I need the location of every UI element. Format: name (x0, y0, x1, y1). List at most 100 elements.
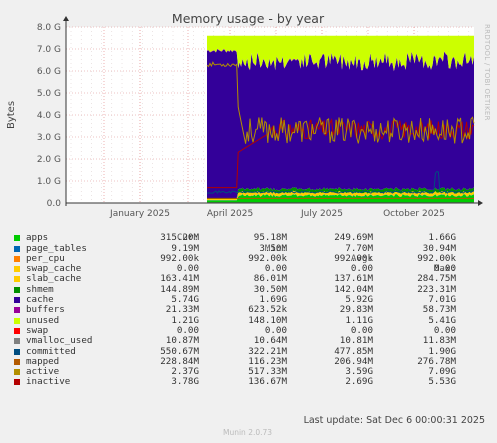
value-avg: 249.69M (334, 232, 373, 244)
legend-swatch (14, 348, 20, 355)
value-avg: 1.11G (345, 314, 373, 326)
chart-title: Memory usage - by year (172, 11, 325, 26)
value-avg: 29.83M (339, 304, 373, 316)
y-axis-arrow (63, 16, 69, 21)
line-committed (207, 171, 475, 194)
value-avg: 206.94M (334, 355, 373, 367)
value-min: 623.52k (248, 304, 287, 316)
line-active (206, 61, 475, 144)
value-cur: 3.78G (171, 376, 199, 388)
value-max: 284.75M (417, 273, 456, 285)
y-tick-label: 2.0 G (37, 155, 61, 165)
legend-header: Cur: Min: Avg: Max: (12, 223, 486, 273)
value-min: 30.50M (253, 283, 287, 295)
series-name: active (26, 366, 60, 378)
value-max: 30.94M (422, 242, 456, 254)
series-name: slab_cache (26, 273, 82, 285)
y-tick-label: 5.0 G (37, 89, 61, 99)
legend-swatch (14, 266, 20, 273)
y-tick-label: 1.0 G (37, 177, 61, 187)
legend-swatch (14, 369, 20, 376)
value-min: 136.67M (248, 376, 287, 388)
series-name: page_tables (26, 242, 87, 254)
value-cur: 0.00 (176, 324, 199, 336)
legend-swatch (14, 379, 20, 386)
y-tick-label: 7.0 G (37, 45, 61, 55)
x-tick-label: January 2025 (109, 209, 170, 219)
area-shmem (207, 187, 474, 199)
value-min: 86.01M (253, 273, 287, 285)
header-avg: Avg: (350, 252, 373, 264)
series-name: mapped (26, 355, 60, 367)
series-name: vmalloc_used (26, 335, 93, 347)
value-cur: 5.74G (171, 294, 199, 306)
value-cur: 228.84M (160, 355, 199, 367)
value-cur: 10.87M (165, 335, 199, 347)
y-tick-label: 0.0 (47, 199, 62, 209)
axes (63, 16, 483, 206)
legend-row-vmalloc-used: vmalloc_used 10.87M 10.64M 10.81M 11.83M (12, 335, 486, 347)
value-min: 517.33M (248, 366, 287, 378)
series-areas (206, 35, 475, 204)
legend-row-unused: unused 1.21G 148.10M 1.11G 5.41G (12, 314, 486, 326)
value-avg: 137.61M (334, 273, 373, 285)
legend-row-swap-cache: swap_cache 0.00 0.00 0.00 0.00 (12, 263, 486, 275)
series-name: inactive (26, 376, 71, 388)
value-min: 95.18M (253, 232, 287, 244)
legend-row-page-tables: page_tables 9.19M 3.50M 7.70M 30.94M (12, 242, 486, 254)
value-avg: 0.00 (350, 263, 373, 275)
legend-swatch (14, 255, 20, 262)
value-avg: 0.00 (350, 324, 373, 336)
value-avg: 992.00k (334, 252, 373, 264)
value-min: 148.10M (248, 314, 287, 326)
legend-swatch (14, 286, 20, 293)
series-name: apps (26, 232, 49, 244)
series-name: shmem (26, 283, 54, 295)
legend-swatch (14, 338, 20, 345)
legend-row-committed: committed 550.67M 322.21M 477.85M 1.90G (12, 345, 486, 357)
value-max: 1.66G (428, 232, 456, 244)
value-min: 3.50M (259, 242, 287, 254)
value-avg: 5.92G (345, 294, 373, 306)
header-min: Min: (264, 242, 287, 254)
value-max: 992.00k (417, 252, 456, 264)
y-axis-label: Bytes (6, 101, 17, 129)
legend: Cur: Min: Avg: Max: apps 315.20M 95.18M 249… (12, 223, 486, 388)
y-tick-label: 6.0 G (37, 67, 61, 77)
legend-swatch (14, 307, 20, 314)
legend-row-apps: apps 315.20M 95.18M 249.69M 1.66G (12, 232, 486, 244)
value-cur: 2.37G (171, 366, 199, 378)
value-cur: 315.20M (160, 232, 199, 244)
value-avg: 3.59G (345, 366, 373, 378)
value-avg: 7.70M (345, 242, 373, 254)
value-max: 5.41G (428, 314, 456, 326)
legend-swatch (14, 245, 20, 252)
munin-version: Munin 2.0.73 (223, 428, 273, 437)
series-name: per_cpu (26, 252, 65, 264)
series-name: unused (26, 314, 60, 326)
value-min: 992.00k (248, 252, 287, 264)
legend-row-buffers: buffers 21.33M 623.52k 29.83M 58.73M (12, 305, 486, 315)
legend-row-mapped: mapped 228.84M 116.23M 206.94M 276.78M (12, 355, 486, 367)
y-tick-label: 4.0 G (37, 111, 61, 121)
value-avg: 2.69G (345, 376, 373, 388)
value-max: 5.53G (428, 376, 456, 388)
value-avg: 10.81M (339, 335, 373, 347)
value-min: 1.69G (259, 294, 287, 306)
value-cur: 21.33M (165, 304, 199, 316)
legend-swatch (14, 317, 20, 324)
legend-row-per-cpu: per_cpu 992.00k 992.00k 992.00k 992.00k (12, 252, 486, 264)
tick-labels: 0.0 1.0 G 2.0 G 3.0 G 4.0 G 5.0 G 6.0 G 7.0 G 8.… (37, 23, 445, 219)
legend-row-slab-cache: slab_cache 163.41M 86.01M 137.61M 284.75M (12, 274, 486, 284)
value-max: 7.01G (428, 294, 456, 306)
legend-swatch (14, 358, 20, 365)
y-tick-label: 3.0 G (37, 133, 61, 143)
series-name: committed (26, 345, 76, 357)
x-axis-arrow (478, 200, 483, 206)
legend-swatch (14, 276, 20, 283)
area-unused (207, 35, 474, 71)
value-max: 1.90G (428, 345, 456, 357)
y-tick-label: 8.0 G (37, 23, 61, 33)
value-max: 58.73M (422, 304, 456, 316)
